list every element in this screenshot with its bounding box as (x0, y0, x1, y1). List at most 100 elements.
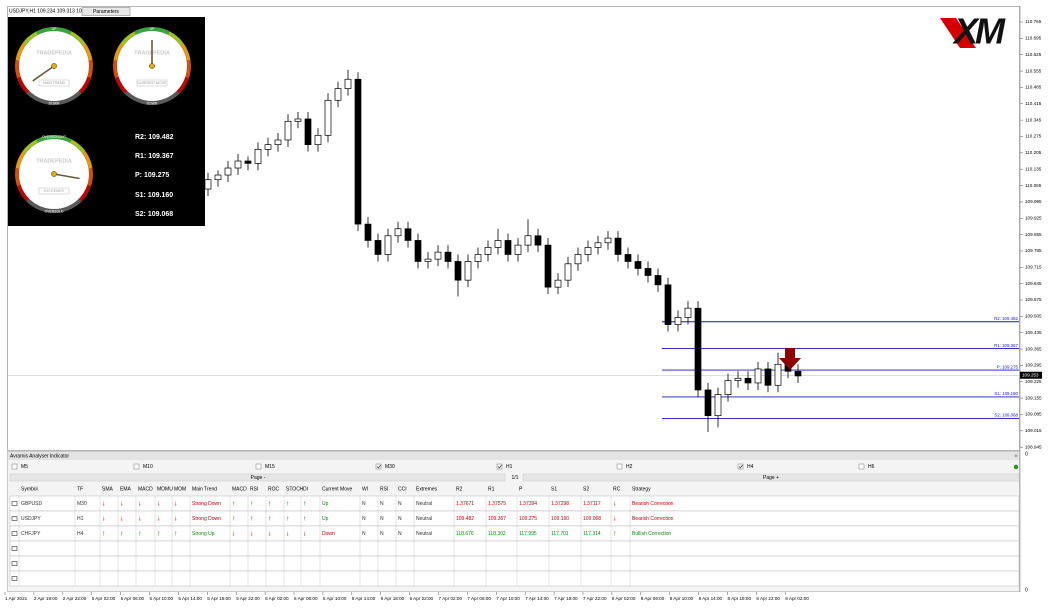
signal-arrow-cell: ↑ (303, 501, 307, 508)
column-header: DI (303, 486, 308, 492)
gauge-band (15, 59, 21, 78)
column-header: CCI (398, 486, 407, 492)
timeframe-checkbox[interactable] (11, 463, 18, 470)
candle-body (304, 118, 312, 146)
gauge-band (78, 76, 91, 94)
candle-body (664, 284, 672, 325)
table-cell: Strong Down (192, 516, 221, 522)
timeframe-label[interactable]: H6 (868, 464, 875, 470)
y-tick-label: 110.765 (1025, 19, 1042, 24)
signal-arrow-cell: ↓ (120, 516, 124, 523)
gauge-caption-box (136, 79, 168, 87)
table-cell: M30 (77, 501, 87, 507)
timeframe-label[interactable]: M5 (21, 464, 28, 470)
gauge-band (82, 151, 93, 169)
signal-arrow-cell: ↑ (120, 531, 124, 538)
timeframe-checkbox[interactable] (616, 463, 623, 470)
x-tick-label: 6 Apr 14:00 (352, 596, 376, 601)
gauge-band (15, 151, 26, 169)
y-tick-label: 110.065 (1025, 183, 1042, 188)
dashboard-pivot: R1: 109.367 (135, 153, 174, 160)
column-header: Current Move (322, 486, 353, 492)
row-icon (11, 516, 18, 521)
timeframe-checkbox[interactable] (375, 463, 382, 470)
timeframe-checkbox[interactable] (255, 463, 262, 470)
gauge-needle (53, 173, 80, 180)
dashboard-pivot: S2: 109.068 (135, 211, 173, 218)
timeframe-label[interactable]: M15 (265, 464, 275, 470)
gauge-caption: MAIN TREND (43, 81, 66, 85)
timeframe-label[interactable]: M30 (385, 464, 395, 470)
x-tick-label: 7 Apr 10:00 (496, 596, 520, 601)
candle-body (504, 240, 512, 255)
parameters-button[interactable] (81, 7, 131, 16)
y-tick-label: 108.945 (1025, 444, 1042, 449)
page-prev-button[interactable] (9, 473, 506, 482)
timeframe-label[interactable]: H1 (506, 464, 513, 470)
page-next-button[interactable] (522, 473, 1020, 482)
x-tick-label: 7 Apr 02:00 (439, 596, 463, 601)
gauges: UP DOWN TRADEPEDIA MAIN TREND UP DOWN TRADEPED… (15, 27, 191, 213)
signal-arrow-cell: ↑ (613, 531, 617, 538)
x-tick-label: 5 Apr 14:00 (178, 596, 202, 601)
signal-arrow-cell: ↓ (613, 516, 617, 523)
y-tick-label: 110.485 (1025, 85, 1042, 90)
y-tick-label: 109.855 (1025, 232, 1042, 237)
table-cell: N (398, 501, 402, 507)
timeframe-checkbox[interactable] (737, 463, 744, 470)
signal-arrow-cell: ↑ (232, 501, 236, 508)
candle-body (604, 237, 612, 244)
y-tick-label: 109.155 (1025, 395, 1042, 400)
gauge-band (120, 31, 137, 46)
x-tick-label: 9 Apr 02:00 (785, 596, 809, 601)
candle-body (474, 254, 482, 262)
x-tick-label: 6 Apr 02:00 (265, 596, 289, 601)
gauge-band (82, 43, 93, 61)
candle-body (584, 247, 592, 255)
table-row (9, 510, 1020, 527)
parameters-button-label[interactable]: Parameters (93, 9, 119, 15)
candle-body (544, 244, 552, 288)
x-tick-label: 8 Apr 14:00 (699, 596, 723, 601)
y-tick-label: 109.575 (1025, 297, 1042, 302)
timeframe-label[interactable]: M10 (143, 464, 153, 470)
dashboard-pivot: P: 109.275 (135, 172, 169, 179)
column-header: RSI (250, 486, 258, 492)
signal-arrow-cell: ↑ (250, 501, 254, 508)
y-tick-label: 109.645 (1025, 281, 1042, 286)
column-header: RSI (380, 486, 388, 492)
signal-arrow-cell: ↓ (303, 531, 307, 538)
logo-slash (940, 18, 976, 48)
page-next-label[interactable]: Page + (763, 475, 779, 481)
checkbox-tick (497, 464, 502, 469)
x-tick-label: 5 Apr 10:00 (150, 596, 174, 601)
gauge-caption-box (38, 187, 70, 195)
gauge-band (87, 59, 93, 78)
x-tick-label: 1 Apr 2021 (5, 596, 28, 601)
candle-body (364, 223, 372, 241)
gauge-band (15, 43, 26, 61)
gauge-hub (149, 63, 155, 69)
gauge-band (36, 135, 55, 143)
page-prev-label[interactable]: Page - (251, 475, 266, 481)
timeframe-checkbox[interactable] (858, 463, 865, 470)
panel-close[interactable]: × (1014, 454, 1018, 460)
table-cell: 1.37298 (551, 501, 569, 507)
column-header: S1 (551, 486, 557, 492)
candle-body (274, 139, 282, 146)
table-cell: 118.302 (488, 531, 506, 537)
y-tick-label: 109.925 (1025, 215, 1042, 220)
candle-body (624, 254, 632, 262)
table-cell: Strong Down (192, 501, 221, 507)
signal-arrow-cell: ↑ (102, 531, 106, 538)
candle-body (734, 377, 742, 381)
candle-body (764, 368, 772, 386)
timeframe-checkbox[interactable] (496, 463, 503, 470)
y-tick-label: 109.295 (1025, 363, 1042, 368)
timeframe-label[interactable]: H2 (626, 464, 633, 470)
gauge-band (167, 31, 184, 46)
timeframe-label[interactable]: H4 (747, 464, 754, 470)
timeframe-checkbox[interactable] (133, 463, 140, 470)
candle-body (594, 242, 602, 248)
signal-arrow-cell: ↑ (303, 516, 307, 523)
